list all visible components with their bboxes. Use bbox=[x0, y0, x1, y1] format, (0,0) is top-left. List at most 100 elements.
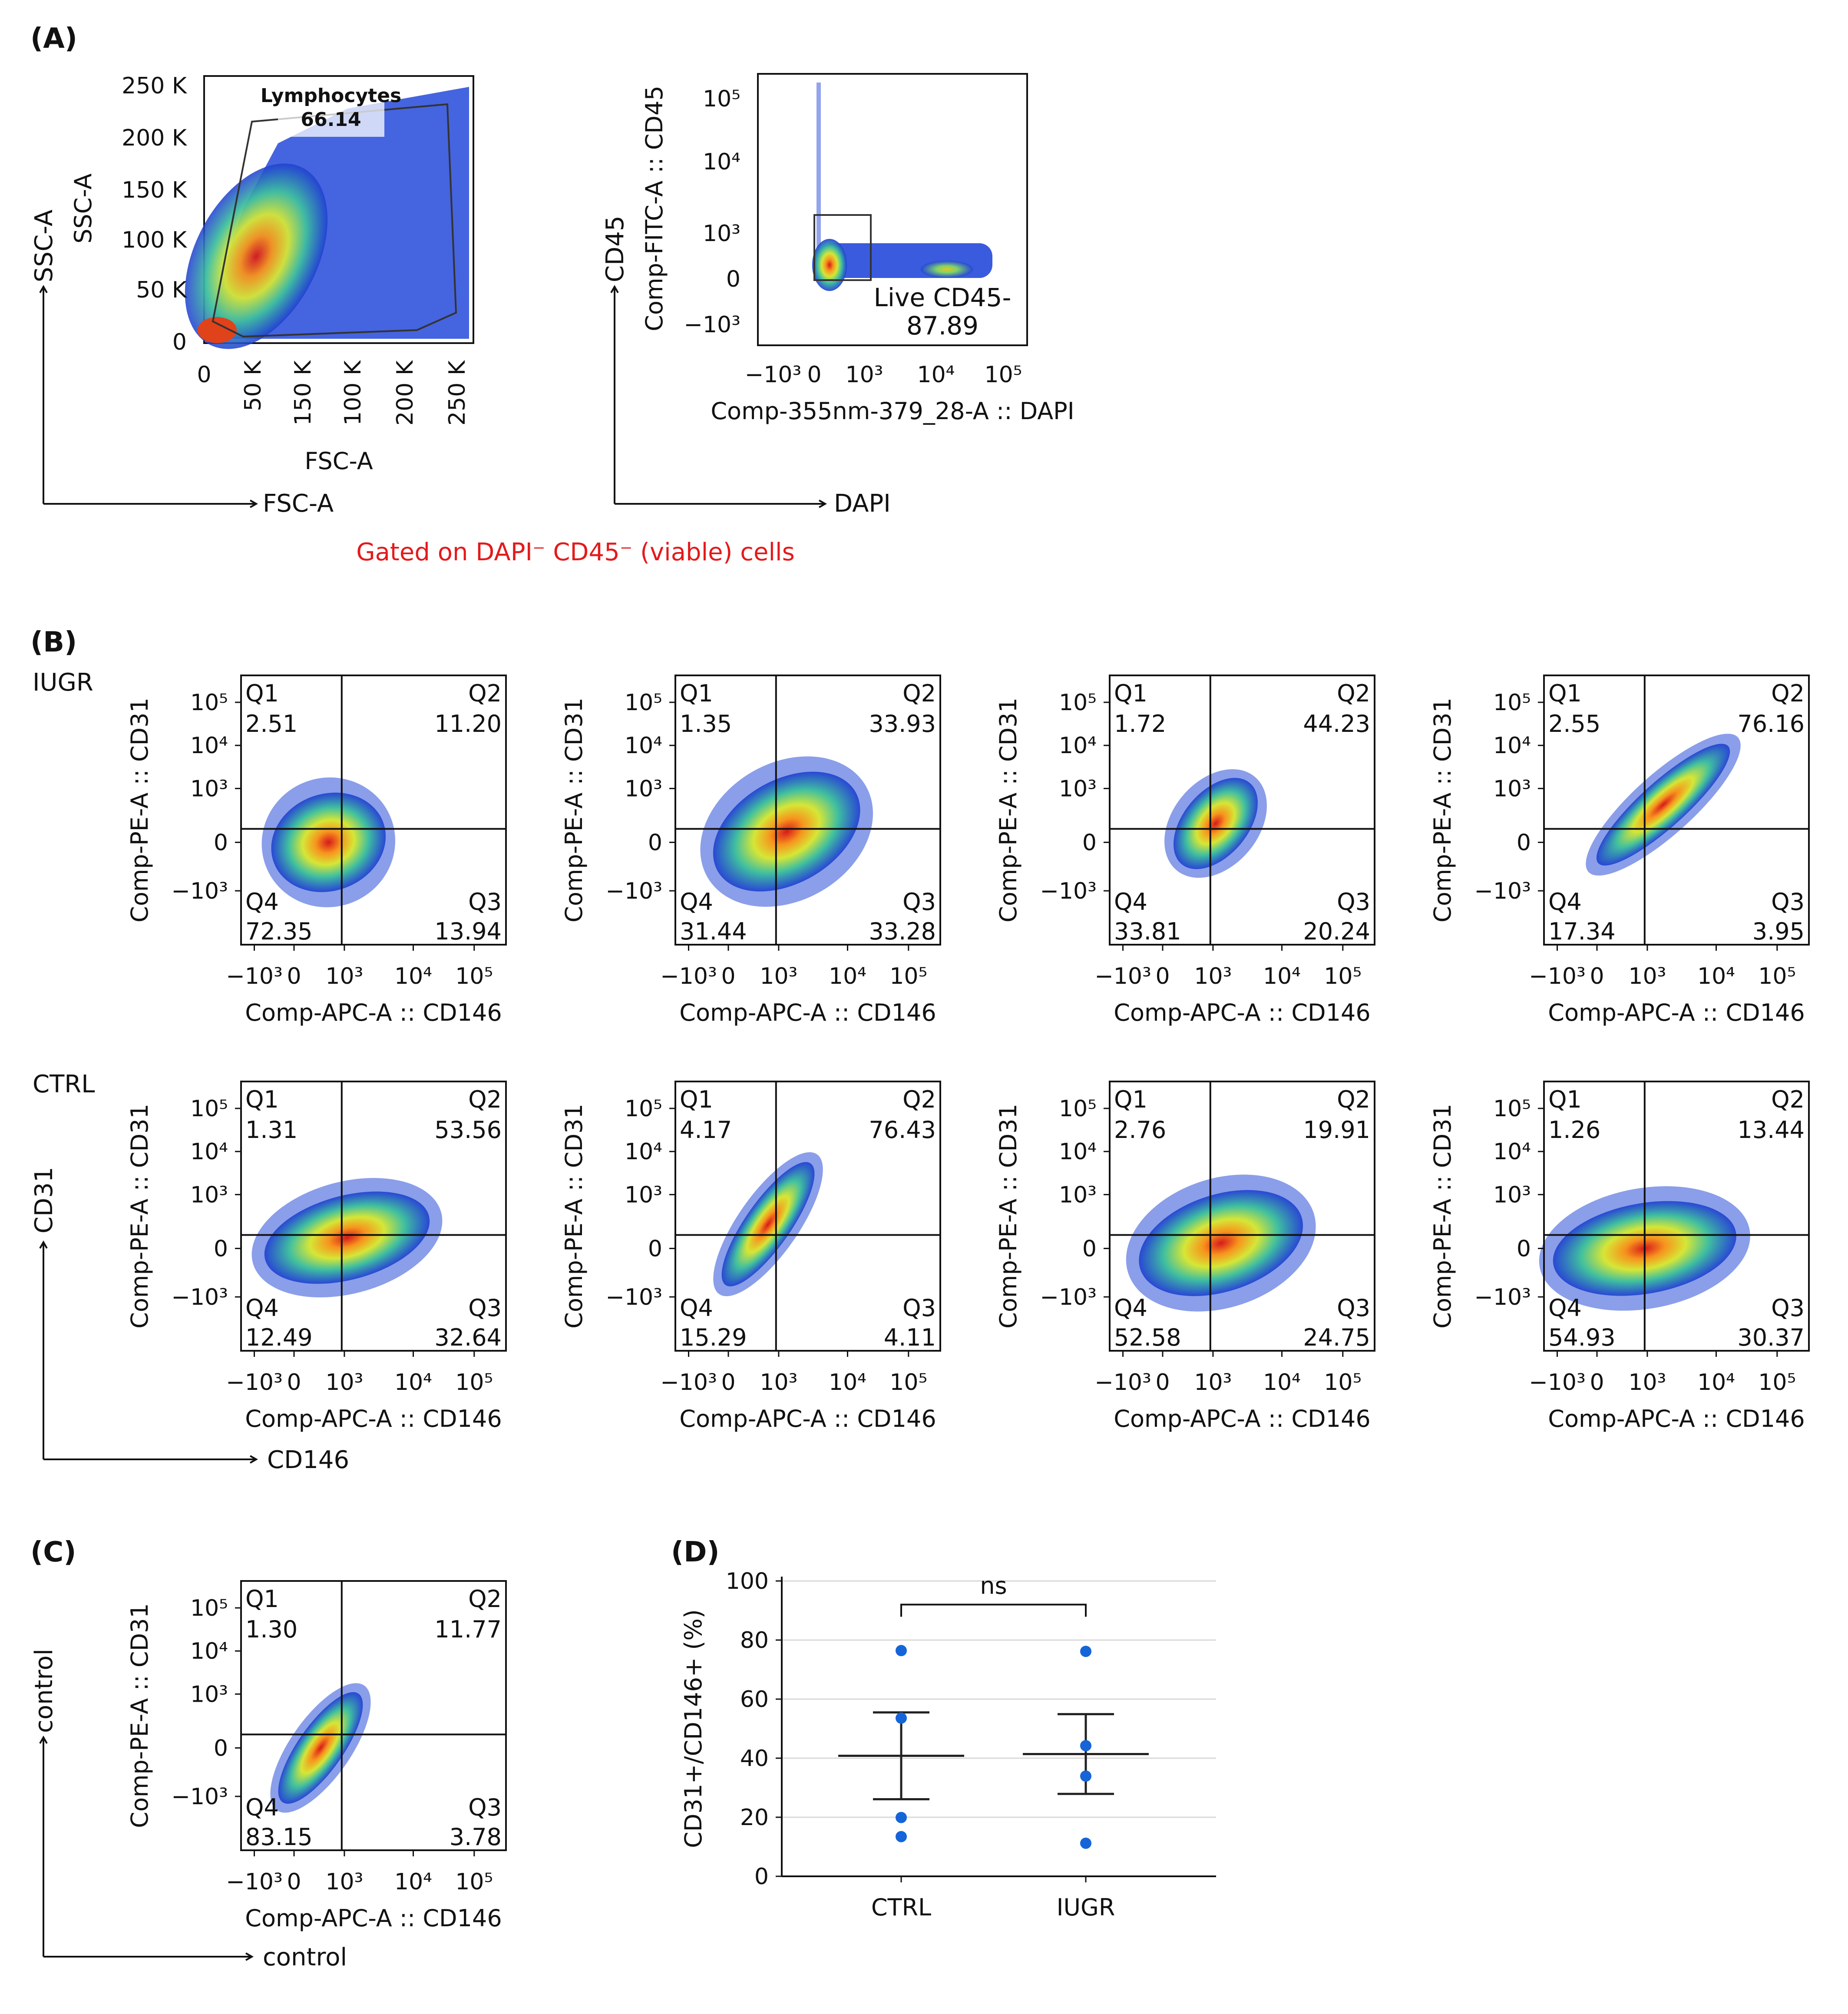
xtick: 10⁵ bbox=[1758, 1369, 1796, 1396]
y-axis-label: Comp-PE-A :: CD31 bbox=[560, 1104, 588, 1329]
xtick: 10³ bbox=[1194, 1369, 1232, 1396]
q2-name: Q2 bbox=[1337, 1086, 1370, 1113]
plot-frame bbox=[240, 675, 507, 946]
ytick: 0 bbox=[214, 1735, 228, 1761]
d-category-label: CTRL bbox=[871, 1894, 931, 1921]
d-ytick: 20 bbox=[740, 1805, 769, 1831]
x-axis-label: Comp-APC-A :: CD146 bbox=[679, 999, 936, 1026]
quadrant-plot: Q11.72Q244.23Q433.81Q320.2410⁵10⁴10³0−10… bbox=[995, 675, 1375, 1026]
q2-value: 76.43 bbox=[869, 1116, 936, 1144]
ytick: 10⁵ bbox=[1059, 690, 1097, 716]
xtick: 0 bbox=[287, 1869, 301, 1895]
q1-value: 1.35 bbox=[680, 710, 732, 737]
data-point bbox=[896, 1712, 907, 1724]
q2-value: 13.44 bbox=[1737, 1116, 1805, 1144]
q4-name: Q4 bbox=[245, 888, 279, 916]
dapi-ytick: 10⁴ bbox=[703, 149, 741, 175]
xtick: −10³ bbox=[660, 1369, 717, 1396]
xtick: −10³ bbox=[1094, 1369, 1151, 1396]
q4-name: Q4 bbox=[680, 1294, 713, 1322]
xtick: 10⁵ bbox=[455, 963, 493, 989]
q4-name: Q4 bbox=[245, 1294, 279, 1322]
fsc-ssc-xticks: 0 50 K 150 K 100 K 200 K 250 K bbox=[197, 360, 470, 426]
xtick: 10⁵ bbox=[1324, 963, 1362, 989]
xtick: 10³ bbox=[325, 1869, 363, 1895]
ytick: 10³ bbox=[1059, 1182, 1097, 1208]
fsc-ssc-ytick: 50 K bbox=[136, 277, 188, 303]
ytick: −10³ bbox=[171, 1284, 228, 1310]
xtick: −10³ bbox=[660, 963, 717, 989]
xtick: 10⁵ bbox=[455, 1369, 493, 1396]
data-point bbox=[896, 1645, 907, 1657]
quadrant-plot: Q12.55Q276.16Q417.34Q33.9510⁵10⁴10³0−10³… bbox=[1429, 675, 1810, 1026]
xtick: 0 bbox=[721, 1369, 735, 1396]
fsc-ssc-density bbox=[185, 87, 469, 349]
ytick: 10³ bbox=[1493, 776, 1531, 802]
xtick: −10³ bbox=[226, 1369, 283, 1396]
dapi-ytick: −10³ bbox=[684, 312, 741, 338]
q4-name: Q4 bbox=[1548, 888, 1582, 916]
xtick: −10³ bbox=[1094, 963, 1151, 989]
q1-name: Q1 bbox=[1114, 680, 1147, 707]
dapi-cd45-density bbox=[812, 83, 992, 291]
q2-name: Q2 bbox=[1771, 1086, 1805, 1113]
q2-name: Q2 bbox=[1337, 680, 1370, 707]
fsc-ssc-plot: Lymphocytes 66.14 250 K 200 K 150 K 100 … bbox=[30, 73, 474, 518]
dapi-outer-x-label: DAPI bbox=[834, 489, 891, 518]
fsc-ssc-ytick: 200 K bbox=[122, 125, 188, 151]
ytick: 10³ bbox=[625, 1182, 662, 1208]
ytick: 0 bbox=[648, 1236, 662, 1262]
q1-name: Q1 bbox=[680, 680, 713, 707]
dapi-ytick: 0 bbox=[726, 266, 741, 292]
density-cloud bbox=[251, 1178, 443, 1298]
q2-value: 44.23 bbox=[1303, 710, 1370, 737]
dapi-cd45-yticks: 10⁵ 10⁴ 10³ 0 −10³ bbox=[684, 86, 741, 338]
dapi-ylabel: Comp-FITC-A :: CD45 bbox=[641, 86, 668, 331]
fsc-ssc-frame bbox=[203, 75, 474, 344]
ytick: 0 bbox=[1517, 830, 1531, 856]
xtick: 10⁴ bbox=[829, 963, 866, 989]
lymphocyte-gate bbox=[212, 103, 457, 338]
q2-name: Q2 bbox=[903, 1086, 936, 1113]
q1-value: 2.55 bbox=[1548, 710, 1600, 737]
dapi-xtick: 10³ bbox=[845, 362, 883, 388]
xtick: −10³ bbox=[1529, 963, 1586, 989]
q1-value: 2.51 bbox=[245, 710, 298, 737]
q2-value: 19.91 bbox=[1303, 1116, 1370, 1144]
ytick: 10⁴ bbox=[625, 733, 662, 759]
q4-name: Q4 bbox=[245, 1794, 279, 1821]
q4-name: Q4 bbox=[1114, 888, 1147, 916]
xtick: 10⁴ bbox=[394, 1869, 432, 1895]
q4-value: 72.35 bbox=[245, 918, 313, 945]
xtick: 0 bbox=[1155, 1369, 1170, 1396]
q3-value: 3.78 bbox=[450, 1823, 502, 1851]
fsc-ssc-xtick: 250 K bbox=[444, 360, 470, 426]
xtick: 10⁴ bbox=[1697, 963, 1735, 989]
ytick: 0 bbox=[1082, 1236, 1097, 1262]
xtick: 10³ bbox=[325, 963, 363, 989]
fsc-ssc-ytick: 250 K bbox=[122, 73, 188, 99]
q3-value: 30.37 bbox=[1737, 1324, 1805, 1351]
q3-name: Q3 bbox=[903, 888, 936, 916]
ytick: 10⁵ bbox=[625, 1096, 662, 1122]
q2-name: Q2 bbox=[1771, 680, 1805, 707]
q3-name: Q3 bbox=[1337, 888, 1370, 916]
xtick: 0 bbox=[1590, 1369, 1604, 1396]
ytick: 10⁴ bbox=[625, 1139, 662, 1165]
q4-name: Q4 bbox=[1548, 1294, 1582, 1322]
y-axis-label: Comp-PE-A :: CD31 bbox=[1429, 698, 1456, 923]
q3-value: 4.11 bbox=[884, 1324, 936, 1351]
y-axis-label: Comp-PE-A :: CD31 bbox=[1429, 1104, 1456, 1329]
q4-value: 31.44 bbox=[680, 918, 747, 945]
xtick: 10⁵ bbox=[889, 1369, 927, 1396]
ytick: 0 bbox=[648, 830, 662, 856]
q3-name: Q3 bbox=[1337, 1294, 1370, 1322]
ytick: −10³ bbox=[1474, 878, 1531, 904]
x-axis-label: Comp-APC-A :: CD146 bbox=[245, 1905, 502, 1932]
xtick: 0 bbox=[721, 963, 735, 989]
dapi-ytick: 10³ bbox=[703, 221, 741, 247]
q1-value: 1.26 bbox=[1548, 1116, 1600, 1144]
y-axis-label: Comp-PE-A :: CD31 bbox=[126, 1603, 153, 1828]
ytick: 10⁵ bbox=[1493, 1096, 1531, 1122]
fsc-ssc-xtick: 200 K bbox=[392, 360, 418, 426]
